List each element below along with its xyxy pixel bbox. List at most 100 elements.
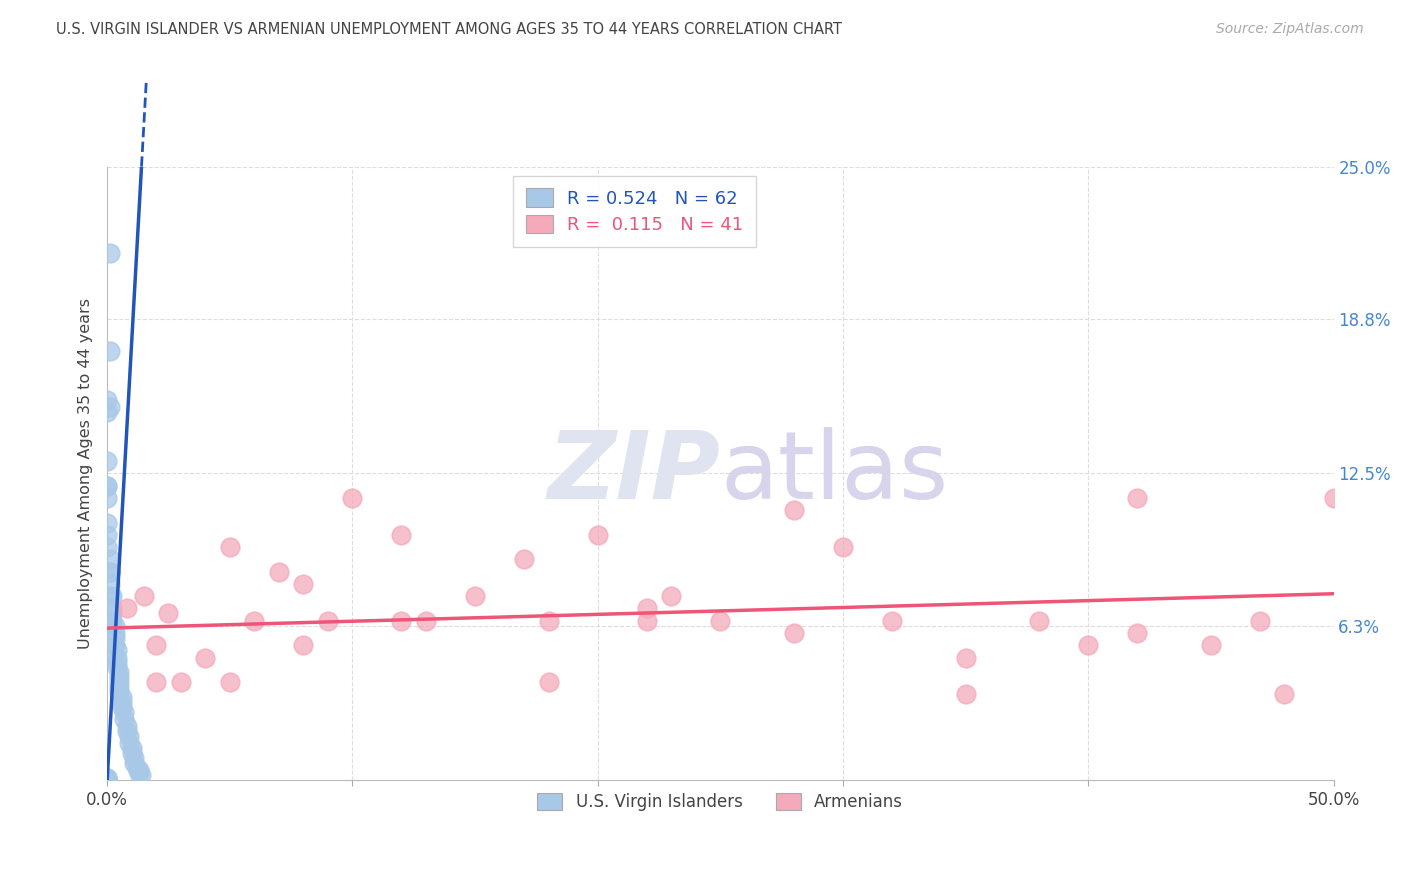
Point [218, 675, 240, 690]
Point [832, 540, 855, 554]
Point [537, 614, 560, 628]
Text: atlas: atlas [720, 427, 949, 519]
Point [96, 771, 118, 785]
Point [98, 565, 121, 579]
Point [101, 607, 124, 621]
Point [111, 690, 134, 704]
Point [111, 695, 134, 709]
Point [96, 491, 118, 505]
Point [464, 589, 486, 603]
Point [98, 552, 121, 566]
Point [709, 614, 731, 628]
Point [96, 773, 118, 788]
Point [1126, 491, 1149, 505]
Point [103, 618, 125, 632]
Point [96, 516, 118, 530]
Point [636, 601, 658, 615]
Point [128, 766, 150, 780]
Point [121, 741, 143, 756]
Point [96, 773, 118, 788]
Point [1249, 614, 1271, 628]
Point [586, 528, 609, 542]
Text: U.S. VIRGIN ISLANDER VS ARMENIAN UNEMPLOYMENT AMONG AGES 35 TO 44 YEARS CORRELAT: U.S. VIRGIN ISLANDER VS ARMENIAN UNEMPLO… [56, 22, 842, 37]
Point [316, 614, 339, 628]
Point [96, 479, 118, 493]
Point [880, 614, 903, 628]
Point [218, 540, 240, 554]
Point [131, 768, 153, 782]
Point [783, 626, 806, 640]
Point [98, 245, 121, 260]
Point [96, 773, 118, 788]
Point [636, 614, 658, 628]
Point [96, 528, 118, 542]
Point [105, 660, 128, 674]
Point [96, 454, 118, 468]
Point [115, 719, 138, 733]
Point [243, 614, 266, 628]
Point [96, 392, 118, 407]
Point [115, 601, 138, 615]
Point [108, 670, 131, 684]
Point [96, 540, 118, 554]
Point [96, 773, 118, 788]
Point [132, 589, 155, 603]
Point [98, 343, 121, 358]
Point [118, 729, 141, 743]
Point [267, 565, 290, 579]
Point [128, 764, 150, 778]
Point [537, 675, 560, 690]
Point [292, 638, 315, 652]
Point [342, 491, 364, 505]
Text: Source: ZipAtlas.com: Source: ZipAtlas.com [1216, 22, 1364, 37]
Point [391, 528, 413, 542]
Point [783, 503, 806, 517]
Point [101, 589, 124, 603]
Point [145, 675, 167, 690]
Point [1028, 614, 1050, 628]
Point [98, 400, 121, 414]
Point [194, 650, 217, 665]
Point [1322, 491, 1344, 505]
Point [170, 675, 193, 690]
Point [108, 665, 131, 680]
Point [111, 699, 134, 714]
Point [108, 675, 131, 690]
Point [96, 773, 118, 788]
Point [96, 773, 118, 788]
Point [955, 650, 977, 665]
Point [112, 705, 135, 719]
Point [101, 614, 124, 628]
Point [292, 577, 315, 591]
Point [101, 614, 124, 628]
Point [98, 589, 121, 603]
Text: ZIP: ZIP [547, 427, 720, 519]
Point [121, 747, 143, 761]
Point [96, 771, 118, 785]
Point [103, 631, 125, 645]
Point [125, 761, 148, 775]
Point [103, 626, 125, 640]
Point [1126, 626, 1149, 640]
Legend: U.S. Virgin Islanders, Armenians: U.S. Virgin Islanders, Armenians [530, 787, 910, 818]
Point [96, 773, 118, 788]
Point [659, 589, 682, 603]
Point [98, 565, 121, 579]
Point [108, 685, 131, 699]
Point [105, 643, 128, 657]
Point [103, 638, 125, 652]
Point [115, 724, 138, 739]
Point [415, 614, 437, 628]
Point [98, 577, 121, 591]
Point [122, 751, 145, 765]
Y-axis label: Unemployment Among Ages 35 to 44 years: Unemployment Among Ages 35 to 44 years [79, 298, 93, 649]
Point [391, 614, 413, 628]
Point [96, 773, 118, 788]
Point [96, 405, 118, 419]
Point [1077, 638, 1099, 652]
Point [112, 712, 135, 726]
Point [96, 479, 118, 493]
Point [1199, 638, 1222, 652]
Point [1274, 687, 1296, 701]
Point [101, 601, 124, 615]
